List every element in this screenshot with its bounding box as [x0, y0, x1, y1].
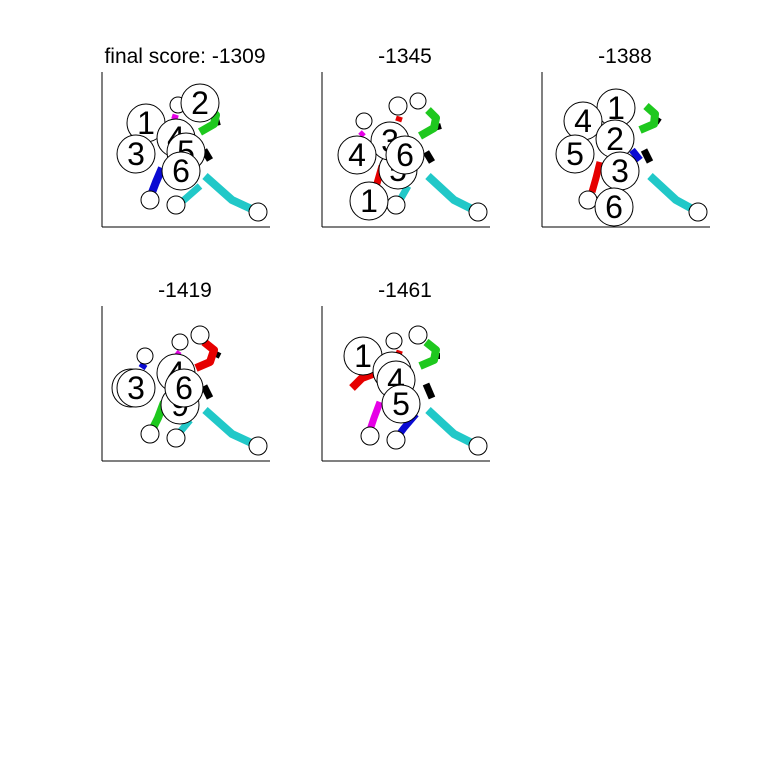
node-5: 5: [381, 384, 421, 424]
svg-text:1: 1: [607, 90, 625, 126]
joint-circle-2: [140, 190, 160, 210]
limb-black-4: [422, 150, 436, 164]
joint-circle-0: [468, 436, 488, 456]
label-layer: 4 9 3 6: [111, 353, 204, 425]
svg-text:2: 2: [606, 121, 624, 157]
panel-3: -1388 1 4 2 5 3 6: [541, 45, 710, 228]
joint-circle-2: [355, 112, 373, 130]
panel-4: -1419 4 9 3 6: [101, 279, 270, 462]
limb-red-5: [349, 368, 380, 391]
svg-text:6: 6: [396, 137, 414, 173]
node-1: 1: [343, 336, 383, 376]
limb-blue-5: [147, 166, 166, 197]
joint-circle-0: [248, 202, 268, 222]
node-3: 3: [116, 134, 156, 174]
joint-circle-3: [388, 96, 408, 116]
joint-circle-4: [171, 333, 189, 351]
joint-layer: [136, 325, 268, 456]
node-6: 6: [594, 187, 634, 227]
node-6: 6: [164, 368, 204, 408]
joint-circle-3: [136, 347, 154, 365]
label-layer: 1 4 5: [343, 336, 421, 424]
limb-magenta-6: [358, 130, 366, 138]
joint-circle-1: [166, 195, 186, 215]
node-5: 5: [555, 134, 595, 174]
node-6: 6: [385, 135, 425, 175]
svg-text:3: 3: [127, 136, 145, 172]
node-3: 3: [116, 368, 156, 408]
svg-text:3: 3: [127, 370, 145, 406]
limb-magenta-6: [366, 400, 384, 432]
node-3: 3: [600, 151, 640, 191]
label-layer: 1 4 2 5 3 6: [555, 88, 640, 227]
joint-circle-0: [468, 202, 488, 222]
panel-title: -1388: [598, 45, 652, 68]
limb-cyan-0: [202, 173, 260, 216]
limb-red-3: [194, 338, 218, 372]
joint-circle-2: [360, 426, 380, 446]
joint-circle-4: [409, 92, 427, 110]
svg-text:4: 4: [348, 137, 366, 173]
node-4: 4: [337, 135, 377, 175]
svg-text:1: 1: [354, 338, 372, 374]
limb-black-4: [200, 384, 214, 400]
limb-green-3: [418, 338, 440, 370]
joint-circle-0: [688, 202, 708, 222]
node-2: 2: [180, 83, 220, 123]
limb-black-3: [640, 148, 654, 164]
node-6: 6: [161, 151, 201, 191]
joint-circle-1: [578, 190, 598, 210]
joint-layer: [360, 325, 488, 456]
svg-text:6: 6: [175, 370, 193, 406]
svg-text:6: 6: [172, 153, 190, 189]
panel-title: -1461: [378, 279, 432, 302]
limb-green-3: [418, 107, 440, 140]
svg-text:4: 4: [574, 103, 592, 139]
svg-text:2: 2: [191, 85, 209, 121]
limb-green-2: [638, 103, 659, 134]
limb-black-4: [422, 382, 436, 400]
panel-title: final score: -1309: [104, 45, 265, 68]
limb-red-7: [395, 115, 403, 123]
joint-layer: [578, 190, 708, 222]
panel-5: -1461 1 4 5: [321, 279, 490, 462]
node-1: 1: [349, 181, 389, 221]
svg-text:1: 1: [360, 183, 378, 219]
node-2: 2: [595, 119, 635, 159]
limb-cyan-0: [202, 407, 260, 450]
joint-circle-0: [248, 436, 268, 456]
limb-red-4: [588, 161, 604, 193]
joint-layer: [355, 92, 488, 222]
joint-circle-3: [385, 332, 403, 350]
panel-title: -1345: [378, 45, 432, 68]
svg-text:5: 5: [566, 136, 584, 172]
panel-title: -1419: [158, 279, 212, 302]
joint-circle-1: [386, 430, 406, 450]
joint-circle-1: [166, 428, 186, 448]
joint-circle-4: [408, 325, 428, 345]
svg-text:1: 1: [137, 105, 155, 141]
joint-circle-2: [140, 424, 160, 444]
label-layer: 1 5 3 4 6: [337, 121, 425, 221]
panel-1: final score: -1309 1 2 3 4 5 6: [101, 45, 270, 228]
panel-2: -1345 1 5 3 4 6: [321, 45, 490, 228]
limb-magenta-6: [171, 113, 179, 121]
svg-text:3: 3: [611, 153, 629, 189]
label-layer: 1 2 3 4 5 6: [116, 83, 220, 191]
limb-blue-5: [629, 147, 643, 163]
svg-text:6: 6: [605, 189, 623, 225]
limb-blue-6: [138, 361, 148, 371]
node-4: 4: [563, 101, 603, 141]
svg-text:5: 5: [392, 386, 410, 422]
joint-circle-5: [190, 325, 210, 345]
joint-circle-1: [386, 195, 406, 215]
node-1: 1: [596, 88, 636, 128]
